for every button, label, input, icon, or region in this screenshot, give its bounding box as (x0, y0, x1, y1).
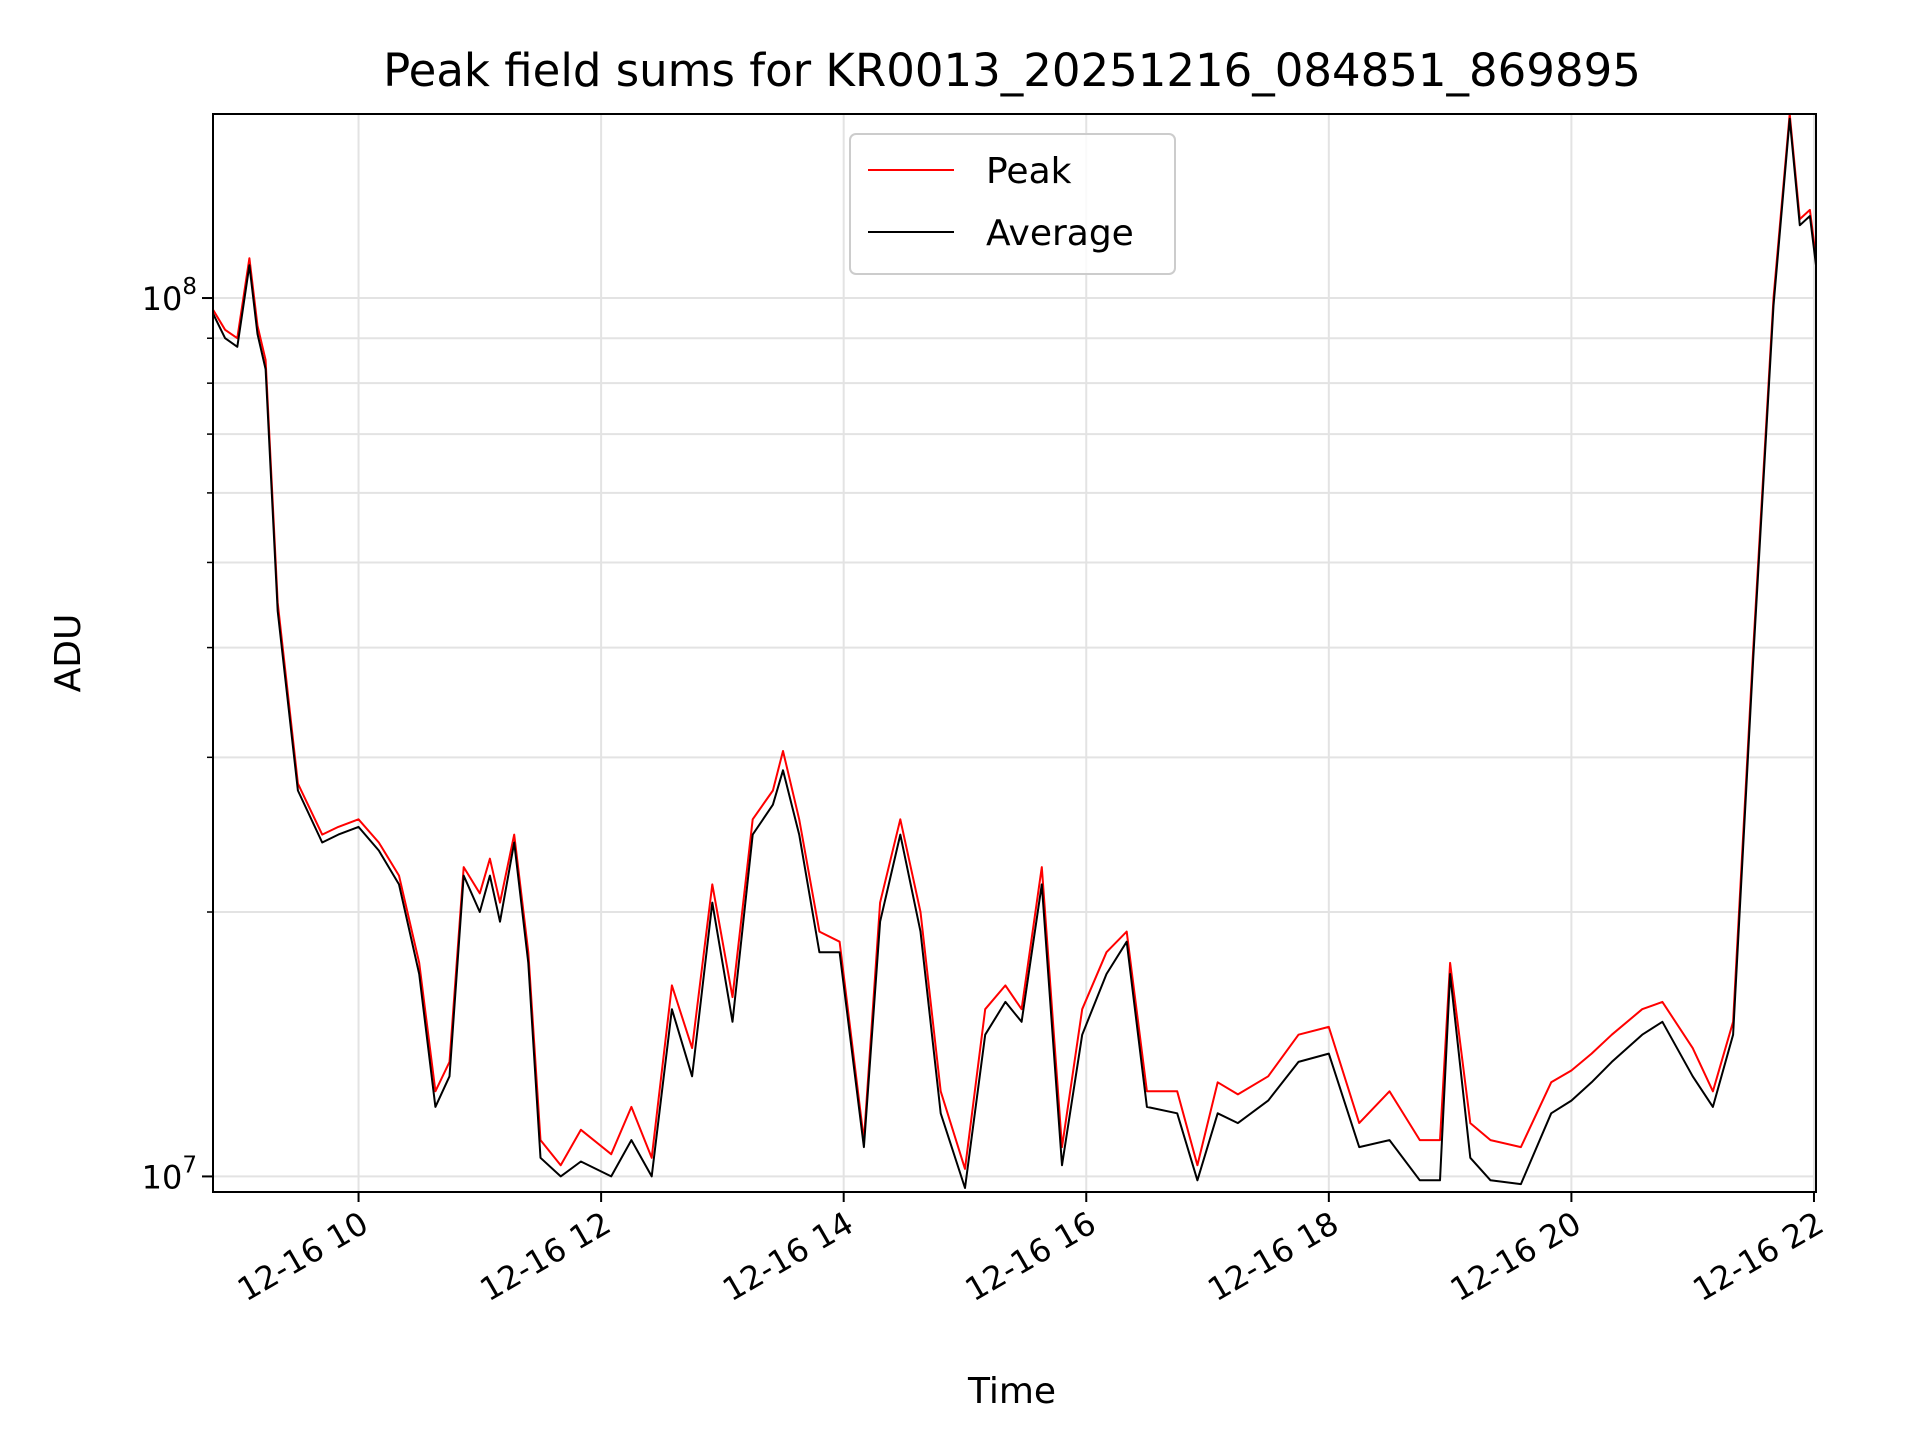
y-axis: 107 108 (142, 274, 213, 1196)
series-line-average (212, 117, 1817, 1189)
grid (213, 114, 1816, 1192)
series-layer (212, 113, 1817, 1189)
chart-title: Peak field sums for KR0013_20251216_0848… (383, 44, 1641, 97)
y-tick-label: 108 (142, 274, 197, 318)
legend: Peak Average (849, 133, 1176, 275)
legend-label-average: Average (986, 213, 1134, 254)
y-axis-label: ADU (48, 614, 89, 693)
legend-label-peak: Peak (986, 151, 1072, 192)
series-line-peak (212, 113, 1817, 1170)
x-axis-label: Time (967, 1371, 1056, 1412)
plot-frame (212, 113, 1817, 1193)
y-tick-label: 107 (142, 1152, 197, 1196)
